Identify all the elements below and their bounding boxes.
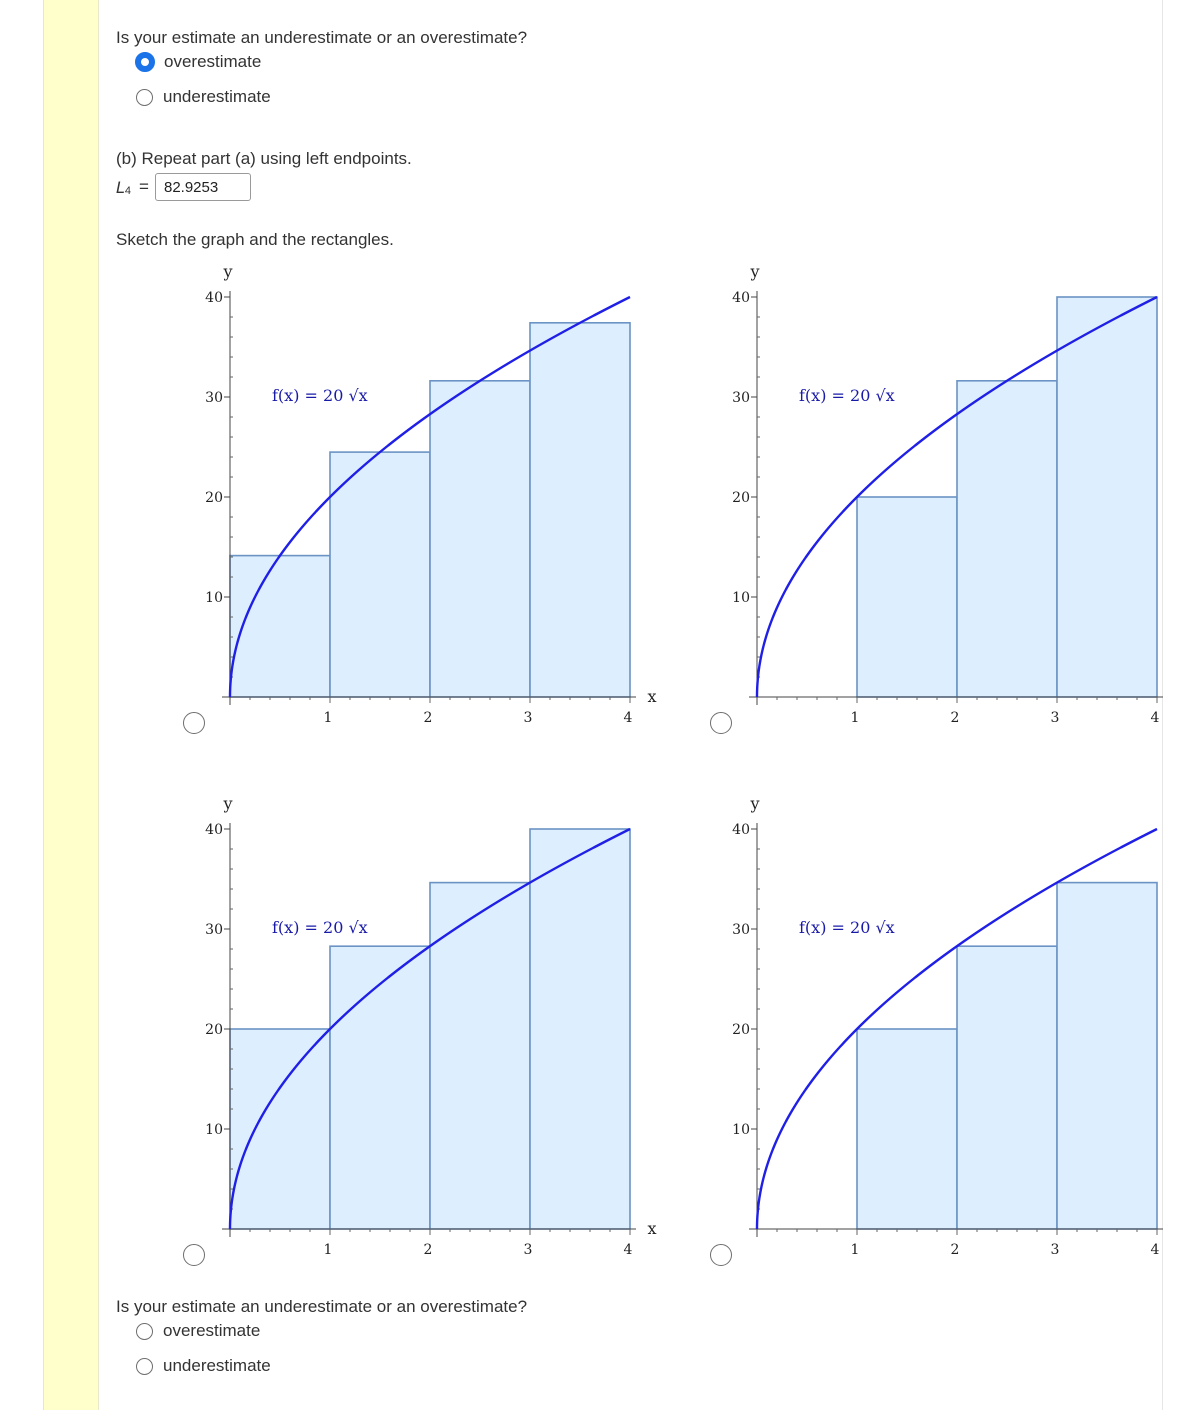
rectangle-bar: [329, 945, 431, 1230]
y-tick-label: 10: [732, 1122, 750, 1138]
y-tick-label: 30: [732, 390, 750, 406]
question-b-prompt: Is your estimate an underestimate or an …: [116, 1297, 528, 1316]
rectangle-bar: [529, 321, 631, 698]
radio-icon[interactable]: [136, 1322, 153, 1340]
rectangle-bar: [956, 379, 1058, 698]
rectangle-bar: [856, 1028, 958, 1230]
question-b-option-overestimate[interactable]: overestimate: [136, 1321, 260, 1341]
x-tick-label: 1: [851, 710, 860, 726]
function-curve: [228, 295, 631, 697]
question-b-option-underestimate[interactable]: underestimate: [136, 1356, 271, 1376]
y-axis-label: y: [222, 794, 232, 813]
rectangle-bar: [856, 496, 958, 698]
x-tick-label: 4: [624, 710, 633, 726]
rectangle-bar: [1056, 296, 1158, 698]
rectangle-bar: [429, 379, 531, 698]
graph-option-3-radio[interactable]: [183, 1244, 205, 1266]
x-tick-label: 2: [951, 1242, 960, 1258]
x-tick-label: 4: [1151, 1242, 1160, 1258]
left-margin-stripe: [43, 0, 99, 1410]
option-label: overestimate: [163, 1321, 261, 1340]
sum-symbol: L: [116, 177, 125, 197]
sum-subscript: 4: [124, 185, 132, 197]
y-tick-label: 10: [205, 590, 223, 606]
radio-selected-icon[interactable]: [135, 52, 155, 72]
x-tick-label: 4: [1151, 710, 1160, 726]
x-tick-label: 1: [324, 710, 333, 726]
graph-option-2-radio[interactable]: [710, 712, 732, 734]
question-a-option-overestimate[interactable]: overestimate: [135, 52, 262, 72]
rectangle-bar: [229, 554, 331, 698]
radio-icon[interactable]: [136, 1357, 153, 1375]
y-tick-label: 20: [205, 490, 223, 506]
function-curve: [228, 827, 631, 1229]
y-tick-label: 10: [732, 590, 750, 606]
graph-option-1-radio[interactable]: [183, 712, 205, 734]
y-tick-label: 40: [732, 822, 750, 838]
x-axis-label: x: [647, 687, 656, 706]
x-tick-label: 3: [524, 710, 533, 726]
x-axis-label: x: [647, 1219, 656, 1238]
right-border-line: [1162, 0, 1163, 1410]
rectangle-bar: [529, 828, 631, 1230]
option-label: underestimate: [163, 87, 271, 106]
x-tick-label: 2: [951, 710, 960, 726]
y-tick-label: 30: [205, 922, 223, 938]
y-tick-label: 20: [732, 490, 750, 506]
sketch-prompt: Sketch the graph and the rectangles.: [116, 230, 394, 249]
y-axis-label: y: [749, 262, 759, 281]
x-tick-label: 3: [524, 1242, 533, 1258]
x-tick-label: 4: [624, 1242, 633, 1258]
y-tick-label: 30: [732, 922, 750, 938]
function-curve: [755, 827, 1158, 1229]
function-label: f(x) = 20 √x: [272, 918, 368, 937]
y-axis-label: y: [749, 794, 759, 813]
x-tick-label: 3: [1051, 710, 1060, 726]
function-label: f(x) = 20 √x: [272, 386, 368, 405]
y-tick-label: 40: [732, 290, 750, 306]
x-tick-label: 2: [424, 710, 433, 726]
rectangle-bar: [429, 881, 531, 1230]
function-curve: [755, 295, 1158, 697]
graph-option-4-radio[interactable]: [710, 1244, 732, 1266]
rectangle-bar: [1056, 881, 1158, 1230]
equals-sign: =: [139, 177, 149, 196]
y-tick-label: 20: [732, 1022, 750, 1038]
y-tick-label: 40: [205, 822, 223, 838]
y-tick-label: 20: [205, 1022, 223, 1038]
y-tick-label: 10: [205, 1122, 223, 1138]
radio-icon[interactable]: [136, 88, 153, 106]
function-label: f(x) = 20 √x: [799, 386, 895, 405]
l4-answer-field[interactable]: 82.9253: [154, 173, 251, 201]
y-tick-label: 30: [205, 390, 223, 406]
function-label: f(x) = 20 √x: [799, 918, 895, 937]
option-label: overestimate: [164, 52, 262, 71]
x-tick-label: 1: [324, 1242, 333, 1258]
question-a-prompt: Is your estimate an underestimate or an …: [116, 28, 528, 47]
x-tick-label: 2: [424, 1242, 433, 1258]
rectangle-bar: [956, 945, 1058, 1230]
option-label: underestimate: [163, 1356, 271, 1375]
part-b-prompt: (b) Repeat part (a) using left endpoints…: [116, 149, 412, 168]
x-tick-label: 1: [851, 1242, 860, 1258]
y-tick-label: 40: [205, 290, 223, 306]
x-tick-label: 3: [1051, 1242, 1060, 1258]
question-a-option-underestimate[interactable]: underestimate: [136, 87, 271, 107]
y-axis-label: y: [222, 262, 232, 281]
